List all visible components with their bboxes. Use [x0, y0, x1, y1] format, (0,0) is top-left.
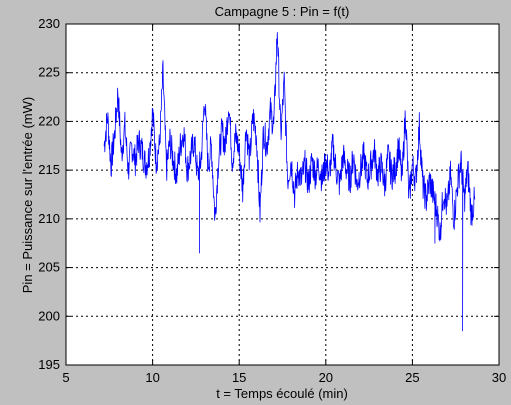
y-tick-label: 205 — [38, 260, 60, 275]
axis-ticks — [65, 23, 500, 366]
y-tick-label: 230 — [38, 16, 60, 31]
x-tick-label: 10 — [145, 370, 159, 385]
y-tick-label: 215 — [38, 162, 60, 177]
y-tick-label: 195 — [38, 357, 60, 372]
grid — [66, 24, 499, 365]
y-axis-label: Pin = Puissance sur l'entrée (mW) — [20, 97, 35, 293]
chart-title: Campagne 5 : Pin = f(t) — [215, 4, 350, 19]
series-line — [103, 32, 476, 332]
x-tick-label: 20 — [319, 370, 333, 385]
y-tick-label: 225 — [38, 65, 60, 80]
y-tick-label: 210 — [38, 211, 60, 226]
x-tick-label: 5 — [62, 370, 69, 385]
axis-tick-labels: 5 10 15 20 25 30 195 200 205 210 215 220 225 230 — [38, 16, 506, 385]
y-tick-label: 200 — [38, 308, 60, 323]
x-tick-label: 30 — [492, 370, 506, 385]
plot-frame — [65, 23, 500, 366]
x-tick-label: 15 — [232, 370, 246, 385]
x-axis-label: t = Temps écoulé (min) — [216, 386, 348, 401]
data-series — [103, 32, 476, 332]
x-tick-label: 25 — [405, 370, 419, 385]
plot-background — [66, 24, 499, 365]
y-tick-label: 220 — [38, 113, 60, 128]
